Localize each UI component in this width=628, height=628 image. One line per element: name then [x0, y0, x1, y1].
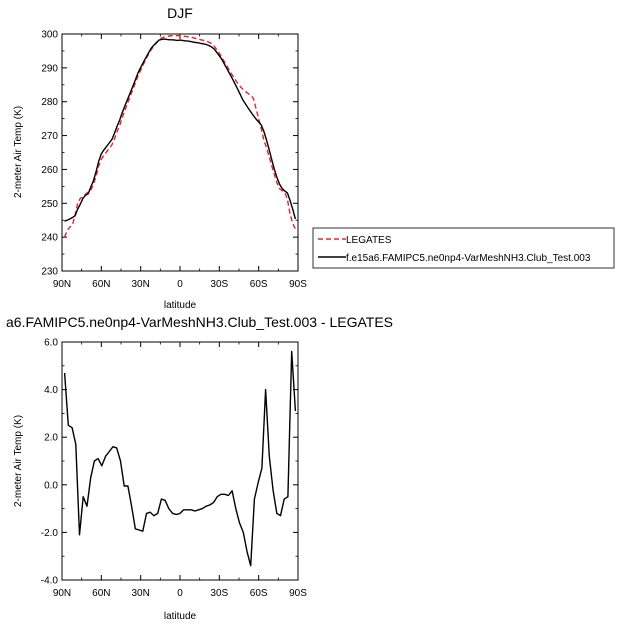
y-tick-label: 260 [41, 165, 58, 176]
x-tick-label: 90N [53, 588, 71, 599]
plot-frame [61, 341, 299, 581]
x-tick-label: 90N [53, 279, 71, 290]
series-group [63, 350, 297, 567]
y-tick-label: 290 [41, 63, 58, 74]
y-tick-label: 300 [41, 30, 58, 41]
y-tick-label: 6.0 [44, 338, 58, 349]
x-tick-label: 90S [289, 588, 307, 599]
x-tick-label: 90S [289, 279, 307, 290]
y-tick-label: 250 [41, 199, 58, 210]
x-axis-label: latitude [164, 611, 197, 622]
x-tick-label: 60N [92, 588, 110, 599]
y-tick-label: 4.0 [44, 385, 58, 396]
y-tick-label: 0.0 [44, 480, 58, 491]
difference-chart-title: a6.FAMIPC5.ne0np4-VarMeshNH3.Club_Test.0… [6, 314, 393, 330]
y-tick-label: -2.0 [41, 528, 59, 539]
top-panel: DJF 2-meter Air Temp (K) latitude 90N 60N… [13, 5, 307, 311]
y-axis-label: 2-meter Air Temp (K) [13, 106, 24, 198]
series-line-legates [63, 35, 297, 238]
x-tick-label: 60S [250, 588, 268, 599]
y-tick-label: -4.0 [41, 576, 59, 587]
x-tick-label: 30S [210, 279, 228, 290]
difference-line [63, 350, 297, 567]
y-tick-label: 2.0 [44, 433, 58, 444]
x-tick-label: 30S [210, 588, 228, 599]
chart-title: DJF [167, 5, 193, 21]
x-tick-label: 60N [92, 279, 110, 290]
legend-label-model: f.e15a6.FAMIPC5.ne0np4-VarMeshNH3.Club_T… [346, 253, 591, 264]
series-line-model [64, 38, 297, 222]
x-axis-label: latitude [164, 300, 197, 311]
legend-label-legates: LEGATES [346, 235, 392, 246]
tick-group: 90N 60N 30N 0 30S 60S 90S 230 240 250 260 270 280 290… [41, 30, 307, 291]
y-tick-label: 240 [41, 233, 58, 244]
x-tick-label: 0 [177, 279, 183, 290]
x-tick-label: 30N [131, 588, 149, 599]
legend-frame [312, 227, 615, 269]
x-tick-label: 30N [131, 279, 149, 290]
x-tick-label: 0 [177, 588, 183, 599]
y-tick-label: 270 [41, 131, 58, 142]
x-tick-label: 60S [250, 279, 268, 290]
series-group [63, 35, 297, 238]
y-tick-label: 280 [41, 97, 58, 108]
plot-frame [61, 33, 299, 272]
y-axis-label: 2-meter Air Temp (K) [13, 415, 24, 507]
y-tick-label: 230 [41, 267, 58, 278]
bottom-panel: a6.FAMIPC5.ne0np4-VarMeshNH3.Club_Test.0… [6, 314, 393, 622]
legend: LEGATES f.e15a6.FAMIPC5.ne0np4-VarMeshNH… [312, 227, 615, 269]
tick-group: 90N 60N 30N 0 30S 60S 90S -4.0 -2.0 0.0 2.0 4.0 6.0 [41, 338, 307, 600]
